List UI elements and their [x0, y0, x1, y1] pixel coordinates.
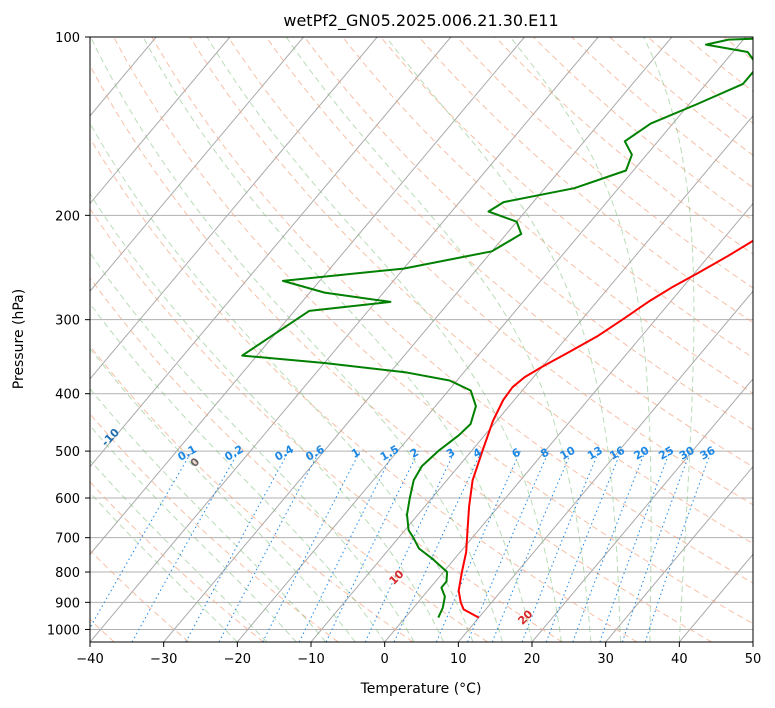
x-tick-label: −40 [76, 652, 103, 667]
series-lines [241, 37, 753, 619]
mixing-ratio-line [185, 450, 290, 642]
y-tick-label: 100 [55, 31, 80, 46]
mixing-ratio-line [644, 450, 712, 642]
isotherm-line [752, 641, 753, 642]
mixing-ratio-line [218, 450, 320, 642]
y-tick-label: 200 [55, 209, 80, 224]
y-tick-label: 1000 [47, 623, 80, 638]
mixing-ratio-line [298, 450, 395, 642]
dewpoint-profile-line [241, 37, 753, 619]
x-tick-label: 0 [381, 652, 389, 667]
dry-adiabat-line [151, 37, 753, 584]
x-tick-label: −30 [150, 652, 177, 667]
y-tick-label: 800 [55, 566, 80, 581]
isotherm-line [90, 37, 378, 380]
moist-adiabat-line [90, 252, 415, 642]
y-axis-title: Pressure (hPa) [11, 289, 27, 389]
y-tick-label: 300 [55, 314, 80, 329]
dry-adiabat-line [90, 345, 414, 642]
moist-adiabat-line [90, 302, 386, 642]
y-axis: 100 200 300 400 500 600 700 800 900 1000 [47, 31, 90, 638]
plot-frame [89, 36, 754, 643]
moist-adiabat-line [509, 37, 652, 642]
isotherm-line [236, 37, 746, 642]
moist-adiabat-line [90, 491, 238, 642]
dry-adiabat-line [90, 137, 638, 642]
background-lines [0, 37, 775, 642]
isotherm-line [90, 37, 525, 556]
mixing-ratio-line [90, 450, 193, 629]
isotherm-line [0, 37, 9, 642]
dry-adiabat-line [189, 37, 753, 545]
dry-adiabat-line [456, 37, 753, 289]
mixing-ratio-line [545, 450, 622, 642]
y-tick-label: 500 [55, 445, 80, 460]
dry-adiabat-line [113, 37, 753, 625]
isotherm-line [384, 202, 753, 642]
mixing-ratio-line [393, 450, 482, 642]
y-tick-label: 900 [55, 596, 80, 611]
moist-adiabat-line [90, 459, 268, 642]
chart-title: wetPf2_GN05.2025.006.21.30.E11 [283, 11, 558, 31]
moist-adiabat-line [90, 347, 356, 642]
x-tick-label: 50 [745, 652, 762, 667]
dry-adiabat-line [227, 37, 753, 506]
x-axis-title: Temperature (°C) [360, 681, 482, 697]
y-tick-label: 700 [55, 532, 80, 547]
moist-adiabat-line [206, 37, 562, 642]
dry-adiabat-line [265, 37, 753, 468]
moist-adiabat-line [90, 37, 503, 642]
isotherm-line [90, 37, 304, 292]
x-tick-label: 20 [524, 652, 541, 667]
isotherm-line [163, 37, 673, 642]
dry-adiabat-line [418, 37, 753, 324]
x-tick-label: −20 [224, 652, 251, 667]
x-tick-label: 40 [671, 652, 688, 667]
isotherm-line [90, 37, 599, 642]
moist-adiabat-line [142, 37, 533, 642]
isotherm-line [531, 378, 753, 642]
dry-adiabat-line [762, 37, 775, 642]
temperature-profile-line [457, 239, 753, 619]
moist-adiabat-line [90, 387, 327, 642]
x-axis: −40 −30 −20 −10 0 10 20 30 40 50 [76, 642, 761, 667]
dry-adiabat-line [90, 277, 488, 642]
x-tick-label: 10 [450, 652, 467, 667]
x-tick-label: 30 [597, 652, 614, 667]
mixing-ratio-line [521, 450, 600, 642]
moist-adiabat-line [90, 122, 474, 642]
moist-adiabat-line [90, 424, 297, 642]
mixing-ratio-line [325, 450, 420, 642]
y-tick-label: 400 [55, 388, 80, 403]
isotherm-line [457, 290, 753, 642]
moist-adiabat-line [643, 37, 695, 642]
dry-adiabat-line [90, 549, 190, 642]
moist-adiabat-line [385, 37, 621, 642]
isotherm-line [90, 37, 231, 205]
moist-adiabat-line [285, 37, 592, 642]
y-tick-label: 600 [55, 492, 80, 507]
isotherm-line [90, 37, 452, 468]
isotherm-line [605, 465, 753, 642]
mixing-ratio-line [572, 450, 646, 642]
plot-area [90, 37, 753, 642]
mixing-ratio-line [364, 450, 456, 642]
x-tick-label: −10 [297, 652, 324, 667]
